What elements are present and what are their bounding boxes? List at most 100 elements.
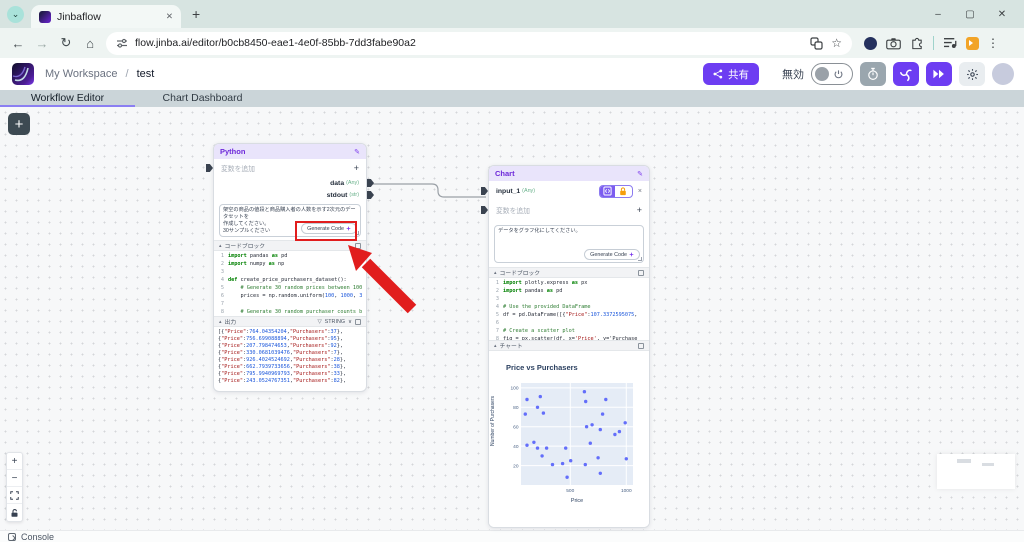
code-line[interactable]: 3 — [489, 295, 649, 303]
input-handle[interactable] — [206, 164, 213, 172]
code-line[interactable]: 1 import plotly.express as px — [489, 279, 649, 287]
tab-workflow-editor[interactable]: Workflow Editor — [0, 90, 135, 107]
resize-handle[interactable] — [638, 257, 642, 261]
breadcrumb-project[interactable]: test — [136, 68, 155, 80]
python-prompt-box[interactable]: 架空の商品の値段と商品購入者の人数を示す2次元のデータセットを 作成してください… — [219, 204, 361, 237]
site-settings-icon[interactable] — [116, 37, 128, 49]
output-section-header[interactable]: ▴ 出力 ▽ STRING ∨ — [214, 316, 366, 327]
media-list-icon[interactable] — [943, 37, 957, 49]
zoom-in-button[interactable]: + — [7, 453, 22, 470]
tab-close-icon[interactable]: ✕ — [165, 11, 173, 21]
edit-pencil-icon[interactable]: ✎ — [354, 148, 360, 156]
new-tab-button[interactable]: + — [192, 6, 201, 22]
edge-python-data-to-chart-input[interactable] — [372, 183, 486, 198]
collapse-caret-icon[interactable]: ▴ — [494, 269, 497, 276]
minimap[interactable] — [937, 454, 1015, 489]
browser-menu-icon[interactable]: ⋮ — [987, 36, 999, 50]
workflow-run-button[interactable] — [893, 62, 919, 86]
code-line[interactable]: 5 df = pd.DataFrame([{"Price":107.3372595… — [489, 311, 649, 319]
output-type-select[interactable]: STRING — [324, 318, 346, 325]
chart-code-editor[interactable]: 1 import plotly.express as px 2 import pand… — [489, 278, 649, 340]
add-variable-button[interactable]: + — [353, 163, 359, 173]
code-line[interactable]: 8 fig = px.scatter(df, x='Price', y='Purc… — [489, 335, 649, 340]
code-line[interactable]: 5 # Generate 30 random prices between 10… — [214, 284, 366, 292]
input-mode-toggle[interactable] — [598, 184, 633, 198]
resize-handle[interactable] — [355, 231, 359, 235]
workflow-canvas[interactable]: + Python ✎ 変数を追加 + data (Any) stdout (st… — [0, 107, 1024, 530]
translate-icon[interactable] — [810, 36, 823, 50]
chart-view[interactable]: Price vs Purchasers Number of Purchasers… — [489, 351, 649, 527]
window-maximize-button[interactable]: ▢ — [965, 8, 975, 20]
lock-button[interactable] — [7, 504, 22, 521]
tab-chart-dashboard[interactable]: Chart Dashboard — [162, 92, 243, 104]
code-line[interactable]: 4 def create_price_purchasers_dataset(): — [214, 276, 366, 284]
code-line[interactable]: 6 — [489, 319, 649, 327]
code-line[interactable]: 3 — [214, 268, 366, 276]
chart-prompt-text[interactable]: データをグラフ化にしてください。 — [498, 228, 581, 234]
dynamic-input-button[interactable] — [599, 185, 615, 197]
expand-icon[interactable] — [355, 242, 361, 249]
edit-pencil-icon[interactable]: ✎ — [637, 170, 643, 178]
fit-view-button[interactable] — [7, 487, 22, 504]
extension-icon[interactable] — [966, 36, 979, 50]
code-block-header[interactable]: ▴ コードブロック — [489, 267, 649, 278]
code-line[interactable]: 1 import pandas as pd — [214, 252, 366, 260]
add-variable-button[interactable]: + — [636, 205, 642, 215]
chart-prompt-box[interactable]: データをグラフ化にしてください。 Generate Code — [494, 225, 644, 263]
python-node[interactable]: Python ✎ 変数を追加 + data (Any) stdout (str)… — [206, 143, 374, 392]
browser-tab[interactable]: Jinbaflow ✕ — [31, 5, 181, 28]
timer-button[interactable] — [860, 62, 886, 86]
expand-icon[interactable] — [355, 318, 361, 325]
chart-node-header[interactable]: Chart ✎ — [489, 166, 649, 181]
chart-section-header[interactable]: ▴ チャート — [489, 340, 649, 351]
collapse-caret-icon[interactable]: ▴ — [219, 318, 222, 325]
filter-icon[interactable]: ▽ — [317, 318, 322, 325]
python-node-header[interactable]: Python ✎ — [214, 144, 366, 159]
code-line[interactable]: 2 import pandas as pd — [489, 287, 649, 295]
generate-code-button[interactable]: Generate Code — [584, 249, 640, 260]
tab-search-button[interactable]: ⌄ — [7, 5, 24, 23]
theme-button[interactable] — [959, 62, 985, 86]
output-handle-stdout[interactable] — [367, 191, 374, 199]
remove-input-icon[interactable]: × — [637, 187, 642, 195]
expand-icon[interactable] — [638, 342, 644, 349]
extension-icon[interactable] — [864, 36, 877, 50]
code-line[interactable]: 4 # Use the provided DataFrame — [489, 303, 649, 311]
collapse-caret-icon[interactable]: ▴ — [494, 342, 497, 349]
scatter-plot[interactable]: 500 1000 20 40 60 80 100 Price — [509, 381, 637, 514]
console-button[interactable]: Console — [21, 531, 55, 542]
breadcrumb-workspace[interactable]: My Workspace — [45, 68, 118, 80]
home-button[interactable]: ⌂ — [86, 35, 94, 51]
chart-node[interactable]: Chart ✎ input_1 (Any) × 変数を追加 + データをグラフ化… — [481, 165, 650, 528]
user-avatar[interactable] — [992, 63, 1014, 85]
python-prompt-text[interactable]: 架空の商品の値段と商品購入者の人数を示す2次元のデータセットを 作成してください… — [223, 207, 356, 234]
share-button[interactable]: 共有 — [703, 63, 759, 85]
code-line[interactable]: 2 import numpy as np — [214, 260, 366, 268]
back-button[interactable]: ← — [11, 35, 25, 51]
bookmark-star-icon[interactable]: ☆ — [831, 36, 842, 50]
zoom-out-button[interactable]: − — [7, 470, 22, 487]
jinbaflow-logo-icon[interactable] — [12, 63, 34, 85]
output-handle-data[interactable] — [367, 179, 374, 187]
collapse-caret-icon[interactable]: ▴ — [219, 242, 222, 249]
python-output-view[interactable]: [{"Price":764.04354204,"Purchasers":37},… — [214, 327, 366, 387]
extensions-puzzle-icon[interactable] — [910, 36, 924, 50]
python-code-editor[interactable]: 1 import pandas as pd 2 import numpy as np 3… — [214, 251, 366, 316]
input-handle-input1[interactable] — [481, 187, 488, 195]
url-text[interactable]: flow.jinba.ai/editor/b0cb8450-eae1-4e0f-… — [135, 37, 416, 49]
address-bar[interactable]: flow.jinba.ai/editor/b0cb8450-eae1-4e0f-… — [106, 31, 852, 55]
locked-input-button[interactable] — [615, 186, 632, 197]
code-line[interactable]: 8 # Generate 30 random purchaser counts … — [214, 308, 366, 316]
reload-button[interactable]: ↻ — [60, 35, 72, 50]
code-line[interactable]: 7 # Create a scatter plot — [489, 327, 649, 335]
expand-icon[interactable] — [638, 269, 644, 276]
input-handle[interactable] — [481, 206, 488, 214]
run-all-button[interactable] — [926, 62, 952, 86]
window-minimize-button[interactable]: – — [935, 8, 941, 20]
enable-toggle[interactable] — [811, 63, 853, 85]
code-line[interactable]: 6 prices = np.random.uniform(100, 1000, … — [214, 292, 366, 300]
camera-icon[interactable] — [886, 37, 901, 50]
window-close-button[interactable]: ✕ — [997, 8, 1007, 20]
forward-button[interactable]: → — [35, 35, 49, 51]
add-node-button[interactable]: + — [8, 113, 30, 135]
